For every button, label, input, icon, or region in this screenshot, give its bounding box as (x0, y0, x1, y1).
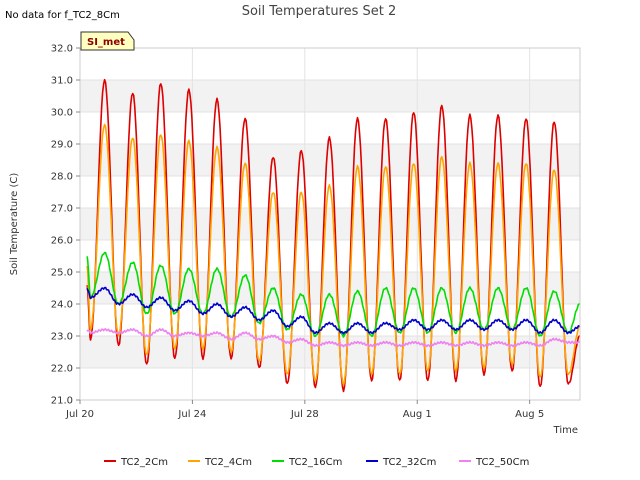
legend-item: TC2_50Cm (459, 457, 529, 468)
legend-label: TC2_2Cm (120, 457, 168, 468)
y-tick-label: 25.0 (51, 268, 73, 279)
badge-shape (80, 31, 135, 51)
x-tick-label: Aug 1 (403, 409, 432, 420)
legend-item: TC2_4Cm (188, 457, 252, 468)
legend-label: TC2_50Cm (475, 457, 529, 468)
legend-label: TC2_4Cm (204, 457, 252, 468)
badge-label: SI_met (87, 37, 125, 48)
legend: TC2_2Cm TC2_4Cm TC2_16Cm TC2_32Cm TC2_50Cm (104, 457, 529, 468)
chart-title: Soil Temperatures Set 2 (242, 4, 397, 19)
background-band (80, 368, 580, 400)
y-tick-label: 24.0 (51, 300, 73, 311)
y-tick-label: 22.0 (51, 364, 73, 375)
x-axis-label: Time (553, 425, 578, 436)
x-tick-label: Jul 20 (65, 409, 94, 420)
series-line-tc2-4cm (86, 123, 581, 386)
plot-background (80, 48, 580, 400)
si-met-badge: SI_met (80, 31, 135, 51)
y-tick-label: 32.0 (51, 44, 73, 55)
background-band (80, 176, 580, 208)
y-tick-label: 30.0 (51, 108, 73, 119)
legend-item: TC2_2Cm (104, 457, 168, 468)
y-tick-label: 21.0 (51, 396, 73, 407)
legend-item: TC2_16Cm (272, 457, 342, 468)
background-band (80, 48, 580, 80)
y-tick-label: 28.0 (51, 172, 73, 183)
y-tick-label: 29.0 (51, 140, 73, 151)
series-line-tc2-16cm (86, 251, 581, 338)
x-axis: Jul 20 Jul 24 Jul 28 Aug 1 Aug 5 (65, 400, 544, 420)
background-band (80, 80, 580, 112)
y-tick-label: 23.0 (51, 332, 73, 343)
x-tick-label: Aug 5 (515, 409, 544, 420)
y-tick-label: 27.0 (51, 204, 73, 215)
y-axis: 21.0 22.0 23.0 24.0 25.0 26.0 27.0 28.0 29.0 30.0… (51, 44, 80, 407)
x-tick-label: Jul 24 (177, 409, 206, 420)
series-line-tc2-2cm (86, 78, 581, 393)
plot-frame (79, 47, 581, 401)
y-tick-label: 31.0 (51, 76, 73, 87)
x-tick-label: Jul 28 (290, 409, 319, 420)
series-line-tc2-32cm (86, 286, 581, 335)
no-data-note: No data for f_TC2_8Cm (5, 10, 120, 21)
background-band (80, 336, 580, 368)
y-axis-label: Soil Temperature (C) (9, 173, 20, 276)
legend-label: TC2_16Cm (288, 457, 342, 468)
y-tick-label: 26.0 (51, 236, 73, 247)
series-lines (86, 78, 581, 393)
series-line-tc2-50cm (86, 327, 581, 348)
legend-item: TC2_32Cm (366, 457, 436, 468)
background-band (80, 208, 580, 240)
legend-label: TC2_32Cm (382, 457, 436, 468)
